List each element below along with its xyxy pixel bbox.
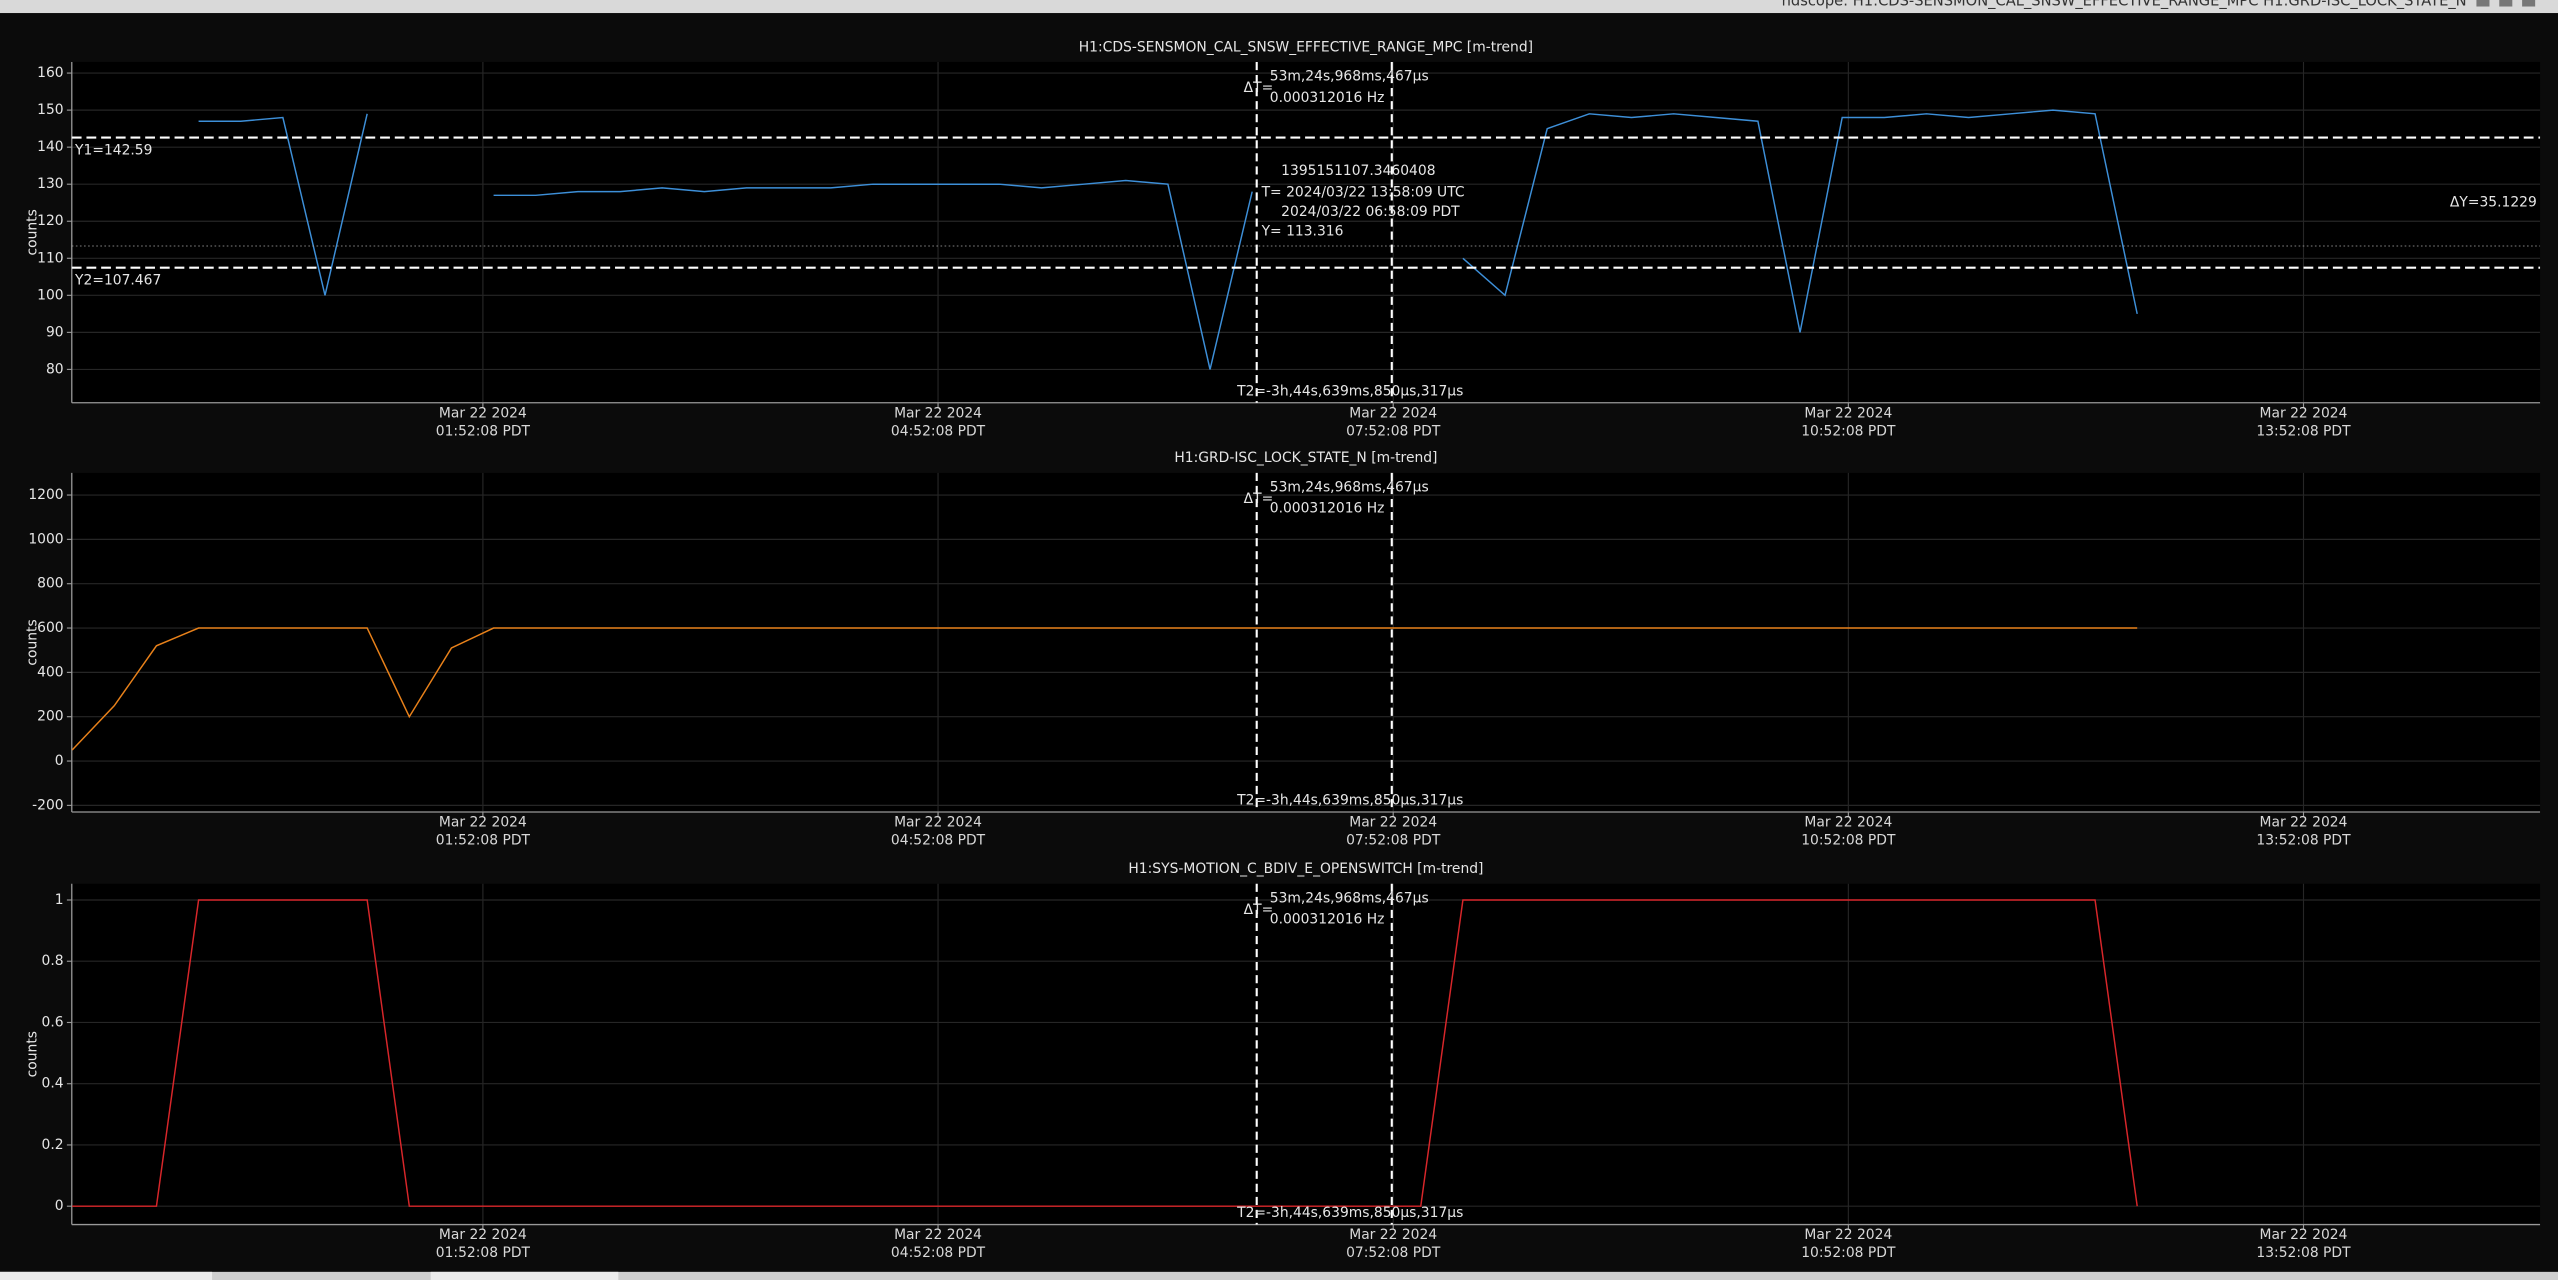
y-tick-label: 0 xyxy=(55,1198,64,1214)
plot-panel: H1:SYS-MOTION_C_BDIV_E_OPENSWITCH [m-tre… xyxy=(25,861,2541,1263)
x-tick-label: Mar 22 2024 04:52:08 PDT xyxy=(890,406,986,441)
frequency: 0.000312016 Hz xyxy=(1270,912,1385,928)
t2-label: T2=-3h,44s,639ms,850μs,317μs xyxy=(1236,1205,1463,1221)
data-line xyxy=(72,899,2138,1207)
x-tick-label-box: Mar 22 2024 10:52:08 PDT xyxy=(1801,815,1896,850)
close-button[interactable] xyxy=(2522,0,2536,7)
y-tick-label: 200 xyxy=(37,709,63,725)
y-tick-label: 400 xyxy=(37,664,63,680)
crosshair-y: Y= 113.316 xyxy=(1261,224,1344,240)
plot-title: H1:GRD-ISC_LOCK_STATE_N [m-trend] xyxy=(1174,450,1437,466)
x-tick-label: Mar 22 2024 07:52:08 PDT xyxy=(1346,406,1441,441)
delta-t-label: ΔT= xyxy=(1244,80,1274,96)
x-tick-label: Mar 22 2024 01:52:08 PDT xyxy=(435,406,530,441)
crosshair-gps: 1395151107.3460408 xyxy=(1281,163,1435,179)
plot-title: H1:SYS-MOTION_C_BDIV_E_OPENSWITCH [m-tre… xyxy=(1128,861,1483,877)
plot-area xyxy=(71,883,2541,1225)
x-tick-label-box: Mar 22 2024 13:52:08 PDT xyxy=(2256,815,2351,850)
y-axis-label: counts xyxy=(25,209,41,255)
plot-title: H1:CDS-SENSMON_CAL_SNSW_EFFECTIVE_RANGE_… xyxy=(1079,39,1533,55)
y-tick-label: 100 xyxy=(37,287,63,303)
y-tick-label: 90 xyxy=(46,324,64,340)
x-tick-label: Mar 22 2024 07:52:08 PDT xyxy=(1346,1227,1441,1263)
y-tick-label: 0 xyxy=(55,753,64,769)
y-tick-label: 1 xyxy=(55,892,64,908)
y-tick-label: 130 xyxy=(37,176,63,192)
y-tick-label: 1200 xyxy=(28,487,63,503)
cursor-y1-label: Y1=142.59 xyxy=(74,143,152,159)
x-tick-label: Mar 22 2024 10:52:08 PDT xyxy=(1801,815,1896,850)
x-tick-label: Mar 22 2024 04:52:08 PDT xyxy=(890,815,986,850)
cursor-y2-label: Y2=107.467 xyxy=(74,273,161,289)
delta-t-label: ΔT= xyxy=(1244,491,1274,507)
x-tick-label-box: Mar 22 2024 04:52:08 PDT xyxy=(890,406,986,441)
x-tick-label-box: Mar 22 2024 01:52:08 PDT xyxy=(435,815,530,850)
x-tick-label: Mar 22 2024 10:52:08 PDT xyxy=(1801,406,1896,441)
data-line xyxy=(198,109,2138,370)
x-tick-label: Mar 22 2024 13:52:08 PDT xyxy=(2256,815,2351,850)
plot-panel: H1:CDS-SENSMON_CAL_SNSW_EFFECTIVE_RANGE_… xyxy=(25,39,2541,441)
y-tick-label: -200 xyxy=(32,797,63,813)
y-tick-label: 800 xyxy=(37,576,63,592)
x-tick-label-box: Mar 22 2024 01:52:08 PDT xyxy=(435,406,530,441)
y-tick-label: 110 xyxy=(37,250,63,266)
maximize-button[interactable] xyxy=(2499,0,2513,7)
y-tick-label: 0.8 xyxy=(42,953,64,969)
t2-label: T2=-3h,44s,639ms,850μs,317μs xyxy=(1236,383,1463,399)
status-tab[interactable] xyxy=(430,1271,619,1280)
x-tick-label-box: Mar 22 2024 10:52:08 PDT xyxy=(1801,1227,1896,1263)
y-tick-label: 0.2 xyxy=(42,1137,64,1153)
window-title: ndscope: H1:CDS-SENSMON_CAL_SNSW_EFFECTI… xyxy=(1782,0,2467,10)
frequency: 0.000312016 Hz xyxy=(1270,90,1385,106)
x-tick-label-box: Mar 22 2024 10:52:08 PDT xyxy=(1801,406,1896,441)
y-tick-label: 160 xyxy=(37,65,63,81)
minimize-button[interactable] xyxy=(2476,0,2490,7)
frequency: 0.000312016 Hz xyxy=(1270,501,1385,517)
x-tick-label: Mar 22 2024 13:52:08 PDT xyxy=(2256,406,2351,441)
y-tick-label: 1000 xyxy=(28,531,63,547)
y-axis-label: counts xyxy=(25,1031,41,1077)
y-tick-label: 150 xyxy=(37,102,63,118)
x-tick-label-box: Mar 22 2024 13:52:08 PDT xyxy=(2256,406,2351,441)
delta-t: 53m,24s,968ms,467μs xyxy=(1270,480,1429,496)
x-tick-label: Mar 22 2024 07:52:08 PDT xyxy=(1346,815,1441,850)
status-bar xyxy=(0,1271,2558,1280)
t2-label: T2=-3h,44s,639ms,850μs,317μs xyxy=(1236,793,1463,809)
delta-t: 53m,24s,968ms,467μs xyxy=(1270,69,1429,85)
delta-y: ΔY=35.1229 xyxy=(2450,195,2537,211)
x-tick-label-box: Mar 22 2024 07:52:08 PDT xyxy=(1346,815,1441,850)
y-tick-label: 0.6 xyxy=(42,1014,64,1030)
x-tick-label-box: Mar 22 2024 07:52:08 PDT xyxy=(1346,1227,1441,1263)
x-tick-label: Mar 22 2024 13:52:08 PDT xyxy=(2256,1227,2351,1263)
y-tick-label: 140 xyxy=(37,139,63,155)
x-tick-label: Mar 22 2024 10:52:08 PDT xyxy=(1801,1227,1896,1263)
data-line xyxy=(71,627,2138,751)
title-bar xyxy=(0,0,2558,14)
x-tick-label-box: Mar 22 2024 01:52:08 PDT xyxy=(435,1227,530,1263)
x-tick-label: Mar 22 2024 04:52:08 PDT xyxy=(890,1227,986,1263)
x-tick-label-box: Mar 22 2024 04:52:08 PDT xyxy=(890,815,986,850)
y-tick-label: 80 xyxy=(46,361,64,377)
crosshair-utc: T= 2024/03/22 13:58:09 UTC xyxy=(1261,184,1465,200)
crosshair-local: 2024/03/22 06:58:09 PDT xyxy=(1281,204,1460,220)
delta-t-label: ΔT= xyxy=(1244,902,1274,918)
window-controls[interactable] xyxy=(2476,0,2536,7)
x-tick-label-box: Mar 22 2024 13:52:08 PDT xyxy=(2256,1227,2351,1263)
y-tick-label: 0.4 xyxy=(42,1076,64,1092)
x-tick-label-box: Mar 22 2024 04:52:08 PDT xyxy=(890,1227,986,1263)
status-tab[interactable] xyxy=(0,1271,213,1280)
delta-t: 53m,24s,968ms,467μs xyxy=(1270,890,1429,906)
y-tick-label: 120 xyxy=(37,213,63,229)
x-tick-label: Mar 22 2024 01:52:08 PDT xyxy=(435,1227,530,1263)
plot-panel: H1:GRD-ISC_LOCK_STATE_N [m-trend] counts -… xyxy=(25,450,2541,850)
x-tick-label: Mar 22 2024 01:52:08 PDT xyxy=(435,815,530,850)
x-tick-label-box: Mar 22 2024 07:52:08 PDT xyxy=(1346,406,1441,441)
y-tick-label: 600 xyxy=(37,620,63,636)
y-axis-label: counts xyxy=(25,619,41,665)
